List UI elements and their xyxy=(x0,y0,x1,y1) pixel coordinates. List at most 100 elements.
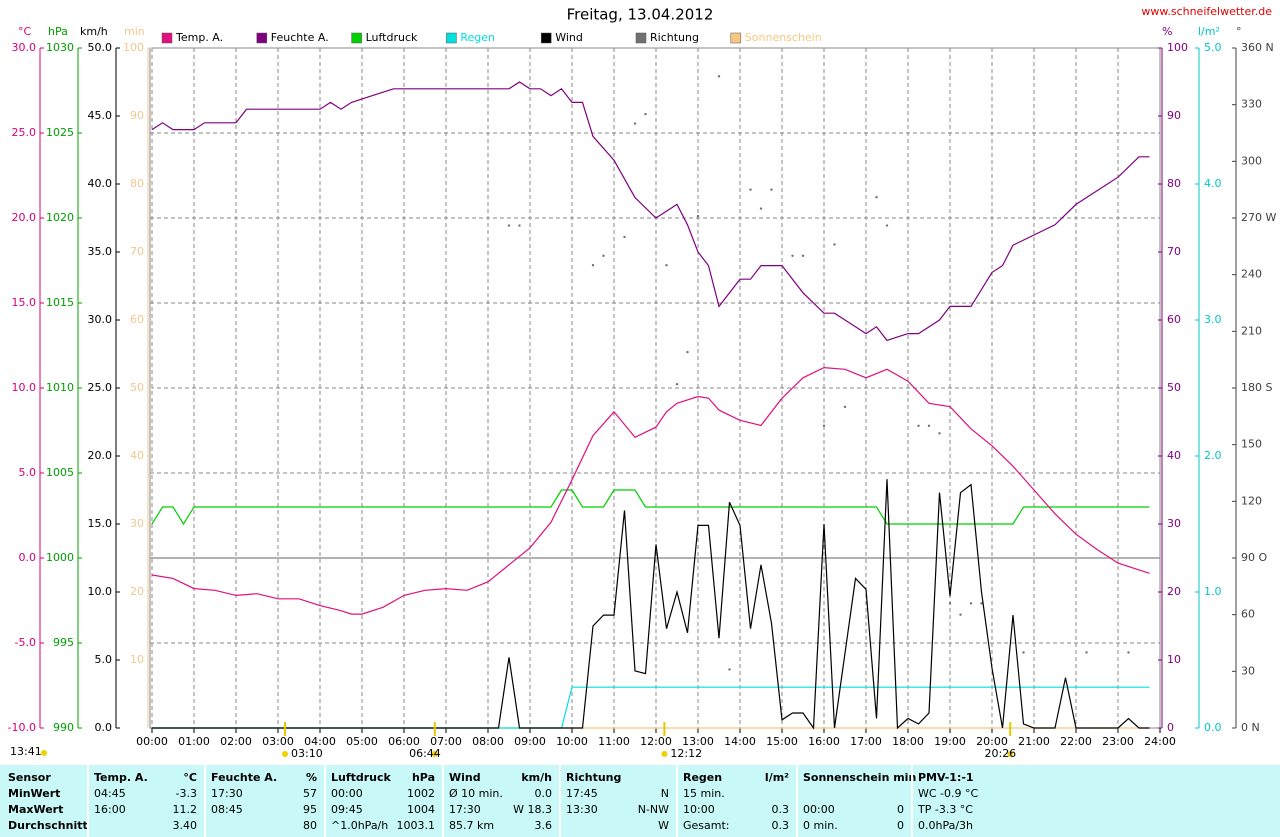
astro-icon xyxy=(1007,751,1014,757)
x-tick-label: 03:00 xyxy=(262,735,294,748)
table-unit: °C xyxy=(183,771,197,784)
x-tick-label: 19:00 xyxy=(934,735,966,748)
legend-label: Richtung xyxy=(650,31,699,44)
y-tick-label: 995 xyxy=(53,636,74,649)
y-tick-label: 1.0 xyxy=(1204,585,1222,598)
x-tick-label: 13:00 xyxy=(682,735,714,748)
table-cell: 80 xyxy=(303,819,317,832)
x-tick-label: 07:00 xyxy=(430,735,462,748)
y-tick-label: 15.0 xyxy=(88,517,113,530)
source: www.schneifelwetter.de xyxy=(1141,5,1272,18)
table-cell: 0.3 xyxy=(772,803,790,816)
y-tick-label: 10.0 xyxy=(88,585,113,598)
legend-label: Temp. A. xyxy=(175,31,223,44)
y-tick-label: -5.0 xyxy=(15,636,36,649)
axis-unit: min xyxy=(124,25,145,38)
x-tick-label: 23:00 xyxy=(1102,735,1134,748)
table-cell: 10:00 xyxy=(683,803,715,816)
y-tick-label: 120 xyxy=(1241,494,1262,507)
astro-icon xyxy=(282,751,289,757)
y-tick-label: 1010 xyxy=(46,381,74,394)
y-tick-label: 70 xyxy=(1167,245,1181,258)
table-sensor: Sensor xyxy=(8,771,51,784)
table-cell: 0.3 xyxy=(772,819,790,832)
y-tick-label: 80 xyxy=(1167,177,1181,190)
y-tick-label: 10.0 xyxy=(12,381,37,394)
y-tick-label: 50 xyxy=(130,381,144,394)
x-tick-label: 24:00 xyxy=(1144,735,1176,748)
y-tick-label: 30.0 xyxy=(12,41,37,54)
y-tick-label: 1000 xyxy=(46,551,74,564)
table-header: Wind xyxy=(449,771,481,784)
series-line xyxy=(151,81,1150,342)
table-cell: 17:30 xyxy=(449,803,481,816)
axis-unit: ° xyxy=(1236,25,1242,38)
table-cell: 00:00 xyxy=(331,787,363,800)
y-tick-label: 990 xyxy=(53,721,74,734)
y-tick-label: 0.0 xyxy=(95,721,113,734)
direction-dot xyxy=(759,207,763,210)
axis-unit: % xyxy=(1162,25,1172,38)
direction-dot xyxy=(917,424,920,427)
table-cell: WC -0.9 °C xyxy=(918,787,979,800)
table-sensor: MinWert xyxy=(8,787,60,800)
direction-dot xyxy=(696,214,700,218)
table-cell: 0 xyxy=(897,819,904,832)
y-tick-label: 4.0 xyxy=(1204,177,1222,190)
table-cell: 16:00 xyxy=(94,803,126,816)
table-header: Regen xyxy=(683,771,722,784)
y-tick-label: 5.0 xyxy=(95,653,113,666)
astro-icon xyxy=(431,751,438,757)
legend-swatch xyxy=(540,32,552,44)
x-tick-label: 00:00 xyxy=(136,735,168,748)
y-tick-label: 40 xyxy=(1167,449,1181,462)
direction-dot xyxy=(948,602,952,605)
x-tick-label: 17:00 xyxy=(850,735,882,748)
y-tick-label: 40 xyxy=(130,449,144,462)
direction-dot xyxy=(770,188,773,191)
y-tick-label: 100 xyxy=(1167,41,1188,54)
y-tick-label: 1015 xyxy=(46,296,74,309)
x-tick-label: 18:00 xyxy=(892,735,924,748)
table-sensor: Durchschnitt xyxy=(8,819,88,832)
table-cell: 0 min. xyxy=(803,819,838,832)
y-tick-label: 25.0 xyxy=(12,126,37,139)
y-tick-label: 20 xyxy=(1167,585,1181,598)
y-tick-label: 10 xyxy=(1167,653,1181,666)
legend-label: Regen xyxy=(460,31,495,44)
y-tick-label: -10.0 xyxy=(8,721,36,734)
table-cell: 0 xyxy=(897,803,904,816)
y-tick-label: 70 xyxy=(130,245,144,258)
y-tick-label: 45.0 xyxy=(88,109,113,122)
direction-dot xyxy=(843,405,847,409)
legend-label: Luftdruck xyxy=(366,31,418,44)
table-cell: 17:30 xyxy=(211,787,243,800)
table-header: PMV-1:-1 xyxy=(918,771,974,784)
direction-dot xyxy=(1085,651,1088,654)
direction-dot xyxy=(644,112,647,116)
y-tick-label: 30 xyxy=(1167,517,1181,530)
y-tick-label: 60 xyxy=(1167,313,1181,326)
y-tick-label: 40.0 xyxy=(88,177,113,190)
legend-swatch xyxy=(635,32,647,44)
table-cell: W xyxy=(658,819,669,832)
direction-dot xyxy=(875,196,878,199)
x-tick-label: 02:00 xyxy=(220,735,252,748)
direction-dot xyxy=(833,243,836,246)
y-tick-label: 0 N xyxy=(1241,721,1260,734)
y-tick-label: 80 xyxy=(130,177,144,190)
y-tick-label: 60 xyxy=(130,313,144,326)
direction-dot xyxy=(717,75,721,78)
legend-label: Wind xyxy=(555,31,583,44)
direction-dot xyxy=(665,264,668,267)
table-cell: Ø 10 min. xyxy=(449,787,503,800)
table-cell: 85.7 km xyxy=(449,819,494,832)
direction-dot xyxy=(728,668,731,671)
x-tick-label: 10:00 xyxy=(556,735,588,748)
direction-dot xyxy=(633,122,637,125)
table-cell: W 18.3 xyxy=(513,803,552,816)
table-cell: 95 xyxy=(303,803,317,816)
x-tick-label: 01:00 xyxy=(178,735,210,748)
direction-dot xyxy=(518,224,521,227)
